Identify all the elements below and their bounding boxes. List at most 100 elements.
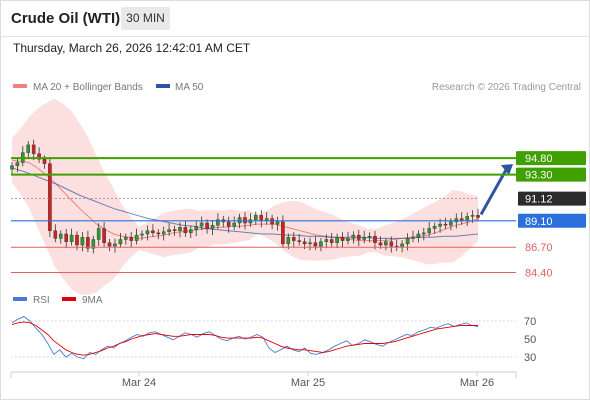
candle-body: [465, 216, 470, 221]
candle-body: [188, 229, 193, 234]
candle: [59, 230, 63, 244]
candle-body: [476, 215, 480, 218]
candle-body: [80, 237, 85, 246]
candle-body: [161, 231, 166, 235]
rsi-plot: 70 50 30: [11, 315, 536, 364]
candle-body: [140, 233, 144, 236]
candle-body: [156, 232, 161, 235]
candle: [253, 211, 258, 225]
candle: [313, 236, 318, 250]
candle: [156, 229, 161, 240]
candle: [367, 232, 372, 243]
candle: [183, 220, 188, 237]
candle-body: [69, 234, 74, 242]
candle: [172, 225, 177, 236]
price-plot: [10, 98, 513, 295]
candle-body: [367, 235, 372, 238]
candle-body: [15, 162, 20, 166]
candle: [340, 232, 345, 248]
candle: [476, 208, 480, 222]
candle-body: [432, 226, 437, 229]
candle-body: [37, 153, 41, 160]
candle: [26, 141, 31, 158]
candle-body: [281, 221, 285, 245]
candle-body: [384, 241, 388, 246]
candle: [31, 139, 36, 161]
candle: [232, 216, 237, 231]
candle-body: [96, 228, 101, 240]
candle-body: [194, 226, 199, 230]
candle-body: [199, 222, 204, 227]
candle: [210, 220, 215, 235]
candle: [432, 222, 437, 234]
candle: [96, 223, 101, 246]
candle-body: [123, 237, 128, 240]
timeframe-button[interactable]: 30 MIN: [121, 7, 170, 30]
candle: [292, 232, 296, 248]
candle-body: [64, 233, 68, 242]
candle-body: [42, 158, 47, 164]
candle: [15, 157, 20, 173]
level-tag-bg: [516, 151, 586, 166]
candle-body: [129, 237, 134, 241]
candle-body: [292, 237, 296, 241]
candle-body: [48, 163, 52, 231]
candle-body: [416, 233, 421, 238]
candle: [286, 233, 291, 250]
ma50-legend-label: MA 50: [175, 82, 204, 93]
level-tag-label: 91.12: [525, 194, 553, 206]
candle-body: [324, 239, 329, 242]
candle: [140, 230, 144, 241]
candle-body: [373, 235, 377, 243]
candle: [226, 216, 231, 233]
candle-body: [118, 239, 123, 245]
candle-body: [172, 229, 177, 231]
rsi-legend-swatch: [13, 297, 27, 301]
candle: [86, 230, 90, 253]
candle-body: [145, 230, 150, 235]
candle: [329, 233, 334, 247]
level-lines: [11, 157, 516, 273]
candle-body: [443, 223, 448, 226]
candle-body: [216, 219, 220, 226]
candle: [107, 239, 112, 252]
candle-body: [297, 240, 302, 242]
ma20-legend-swatch: [13, 84, 27, 88]
candle: [422, 227, 426, 241]
x-tick-label: Mar 26: [460, 377, 494, 389]
candle: [178, 222, 182, 238]
candle: [194, 221, 199, 237]
candle: [188, 225, 193, 239]
level-tag-support: 84.40: [525, 268, 553, 280]
candle-body: [378, 242, 383, 246]
bollinger-band: [12, 98, 478, 295]
candle: [129, 232, 134, 248]
rsi-tick-label: 50: [524, 334, 536, 346]
candle: [297, 234, 302, 246]
candle: [53, 224, 58, 243]
ma20-legend-label: MA 20 + Bollinger Bands: [33, 82, 143, 93]
level-tag-label: 89.10: [525, 216, 553, 228]
candle-body: [340, 237, 345, 241]
candle: [275, 216, 280, 231]
rsi-tick-label: 70: [524, 316, 536, 328]
candle-body: [286, 237, 291, 245]
candle: [335, 233, 339, 248]
instrument-title: Crude Oil (WTI): [11, 10, 121, 27]
candle-body: [226, 221, 231, 227]
candle-body: [53, 230, 58, 239]
candle: [10, 162, 14, 175]
candle-body: [313, 242, 318, 247]
candle-body: [75, 234, 79, 246]
rsi-tick-label: 30: [524, 352, 536, 364]
candle-body: [422, 232, 426, 235]
candle: [151, 224, 155, 237]
timestamp-label: Thursday, March 26, 2026 12:42:01 AM CET: [13, 41, 251, 55]
candle: [389, 236, 394, 253]
candle: [134, 228, 139, 245]
forecast-arrow-shaft: [479, 167, 509, 216]
ma50-legend-swatch: [156, 84, 170, 88]
candle-body: [107, 242, 112, 247]
candle: [91, 235, 96, 254]
